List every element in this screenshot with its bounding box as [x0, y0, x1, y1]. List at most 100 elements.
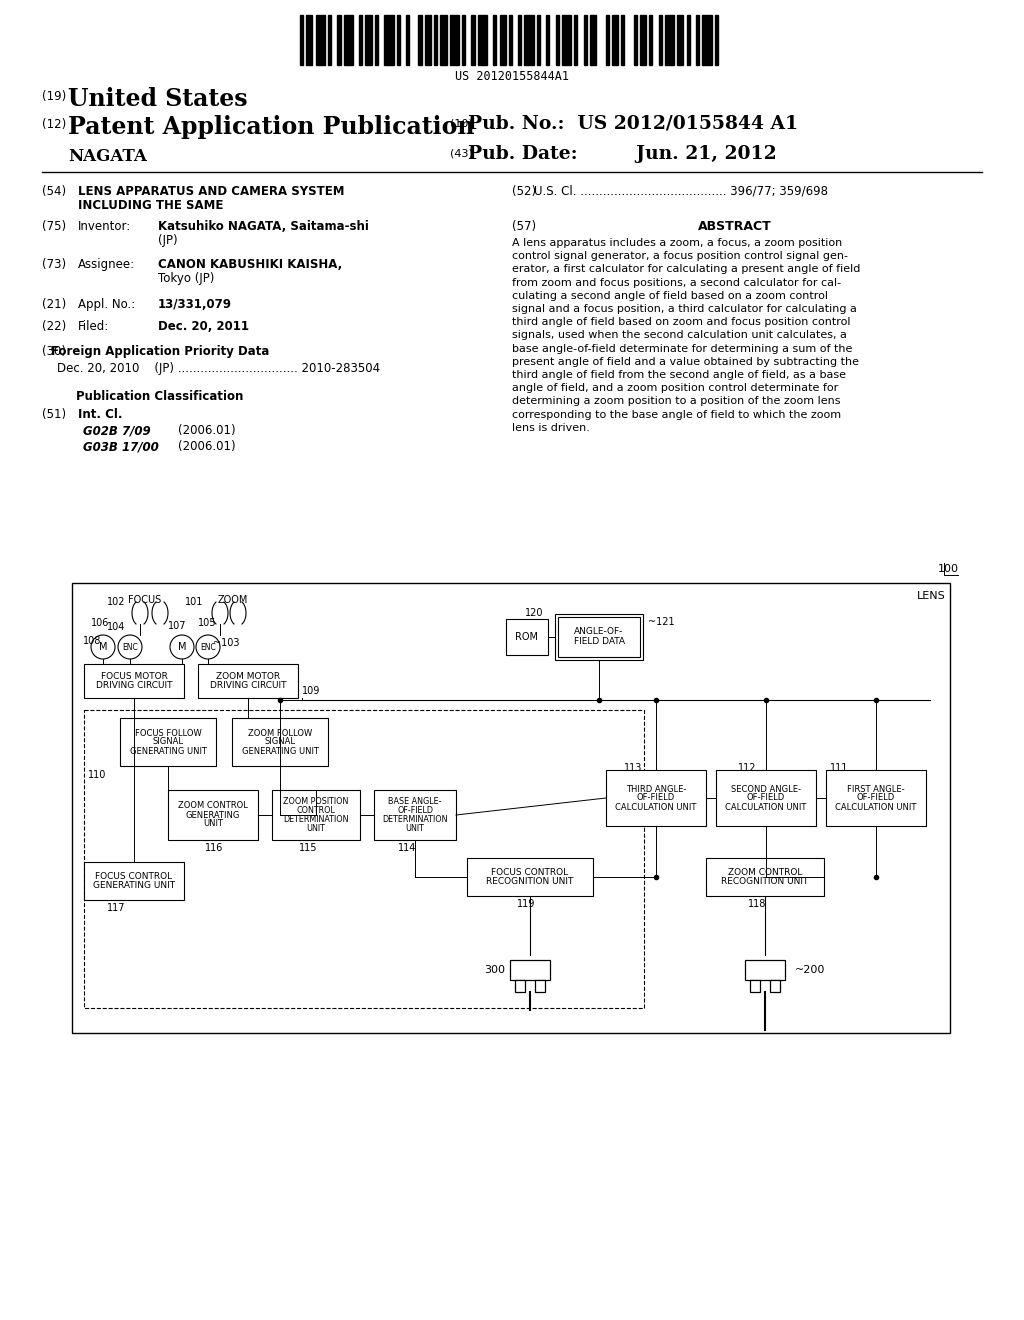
- Text: FOCUS CONTROL: FOCUS CONTROL: [492, 869, 568, 876]
- Bar: [300, 15, 303, 65]
- Bar: [606, 770, 706, 826]
- Text: SIGNAL: SIGNAL: [264, 738, 296, 747]
- Text: (51): (51): [42, 408, 67, 421]
- Bar: [562, 15, 571, 65]
- Text: 104: 104: [106, 622, 125, 632]
- Text: 118: 118: [748, 899, 766, 909]
- Bar: [665, 15, 674, 65]
- Text: ABSTRACT: ABSTRACT: [698, 220, 772, 234]
- Bar: [640, 15, 646, 65]
- Bar: [419, 15, 422, 65]
- Text: (2006.01): (2006.01): [178, 440, 236, 453]
- Bar: [590, 15, 596, 65]
- Text: OF-FIELD: OF-FIELD: [746, 793, 785, 803]
- Text: ENC: ENC: [200, 643, 216, 652]
- Bar: [524, 15, 534, 65]
- Text: 120: 120: [525, 609, 544, 618]
- Text: (52): (52): [512, 185, 537, 198]
- Text: 112: 112: [738, 763, 757, 774]
- Bar: [462, 15, 465, 65]
- Bar: [745, 960, 785, 979]
- Text: control signal generator, a focus position control signal gen-: control signal generator, a focus positi…: [512, 251, 848, 261]
- Text: G03B 17/00: G03B 17/00: [83, 440, 159, 453]
- Text: Katsuhiko NAGATA, Saitama-shi: Katsuhiko NAGATA, Saitama-shi: [158, 220, 369, 234]
- Text: ENC: ENC: [122, 643, 138, 652]
- Bar: [535, 979, 545, 993]
- Bar: [84, 862, 184, 900]
- Text: FOCUS MOTOR: FOCUS MOTOR: [100, 672, 168, 681]
- Text: Tokyo (JP): Tokyo (JP): [158, 272, 214, 285]
- Text: 108: 108: [83, 636, 101, 645]
- Bar: [556, 15, 559, 65]
- Bar: [434, 15, 437, 65]
- Text: signals, used when the second calculation unit calculates, a: signals, used when the second calculatio…: [512, 330, 847, 341]
- Text: UNIT: UNIT: [306, 824, 326, 833]
- Text: BASE ANGLE-: BASE ANGLE-: [388, 797, 441, 807]
- Bar: [306, 15, 312, 65]
- Bar: [272, 789, 360, 840]
- Bar: [509, 15, 512, 65]
- Bar: [658, 15, 662, 65]
- Text: Dec. 20, 2010    (JP) ................................ 2010-283504: Dec. 20, 2010 (JP) .....................…: [57, 362, 380, 375]
- Bar: [677, 15, 683, 65]
- Text: 106: 106: [91, 618, 110, 628]
- Text: M: M: [178, 642, 186, 652]
- Bar: [425, 15, 431, 65]
- Text: Foreign Application Priority Data: Foreign Application Priority Data: [51, 345, 269, 358]
- Bar: [605, 15, 608, 65]
- Text: DETERMINATION: DETERMINATION: [382, 814, 447, 824]
- Bar: [375, 15, 378, 65]
- Text: (57): (57): [512, 220, 537, 234]
- Text: 300: 300: [484, 965, 505, 975]
- Text: GENERATING UNIT: GENERATING UNIT: [93, 880, 175, 890]
- Text: CALCULATION UNIT: CALCULATION UNIT: [725, 803, 807, 812]
- Text: LENS: LENS: [918, 591, 946, 601]
- Text: erator, a first calculator for calculating a present angle of field: erator, a first calculator for calculati…: [512, 264, 860, 275]
- Text: FIRST ANGLE-: FIRST ANGLE-: [847, 784, 905, 793]
- Text: (22): (22): [42, 319, 67, 333]
- Text: Pub. Date:         Jun. 21, 2012: Pub. Date: Jun. 21, 2012: [468, 145, 776, 162]
- Text: United States: United States: [68, 87, 248, 111]
- Text: (73): (73): [42, 257, 67, 271]
- Text: M: M: [98, 642, 108, 652]
- Bar: [494, 15, 497, 65]
- Text: FOCUS CONTROL: FOCUS CONTROL: [95, 873, 173, 880]
- Text: FOCUS: FOCUS: [128, 595, 161, 605]
- Bar: [649, 15, 652, 65]
- Text: FIELD DATA: FIELD DATA: [573, 638, 625, 647]
- Text: (54): (54): [42, 185, 67, 198]
- Text: 109: 109: [302, 686, 321, 696]
- Bar: [634, 15, 637, 65]
- Text: 111: 111: [830, 763, 848, 774]
- Text: ZOOM FOLLOW: ZOOM FOLLOW: [248, 729, 312, 738]
- Bar: [715, 15, 718, 65]
- Text: 102: 102: [106, 597, 126, 607]
- Text: 113: 113: [624, 763, 642, 774]
- Bar: [84, 664, 184, 698]
- Text: ~103: ~103: [213, 638, 240, 648]
- Text: OF-FIELD: OF-FIELD: [397, 807, 433, 814]
- Text: signal and a focus position, a third calculator for calculating a: signal and a focus position, a third cal…: [512, 304, 857, 314]
- Bar: [706, 858, 824, 896]
- Text: ZOOM: ZOOM: [218, 595, 249, 605]
- Bar: [467, 858, 593, 896]
- Text: (2006.01): (2006.01): [178, 424, 236, 437]
- Bar: [232, 718, 328, 766]
- Bar: [750, 979, 760, 993]
- Text: Pub. No.:  US 2012/0155844 A1: Pub. No.: US 2012/0155844 A1: [468, 115, 798, 133]
- Bar: [500, 15, 506, 65]
- Text: lens is driven.: lens is driven.: [512, 422, 590, 433]
- Text: OF-FIELD: OF-FIELD: [857, 793, 895, 803]
- Text: Filed:: Filed:: [78, 319, 110, 333]
- Circle shape: [170, 635, 194, 659]
- Text: third angle of field from the second angle of field, as a base: third angle of field from the second ang…: [512, 370, 846, 380]
- Text: Inventor:: Inventor:: [78, 220, 131, 234]
- Text: ZOOM CONTROL: ZOOM CONTROL: [178, 801, 248, 810]
- Bar: [374, 789, 456, 840]
- Text: (12): (12): [42, 117, 67, 131]
- Text: (10): (10): [450, 117, 473, 128]
- Circle shape: [118, 635, 142, 659]
- Text: G02B 7/09: G02B 7/09: [83, 424, 151, 437]
- Text: culating a second angle of field based on a zoom control: culating a second angle of field based o…: [512, 290, 828, 301]
- Text: CANON KABUSHIKI KAISHA,: CANON KABUSHIKI KAISHA,: [158, 257, 342, 271]
